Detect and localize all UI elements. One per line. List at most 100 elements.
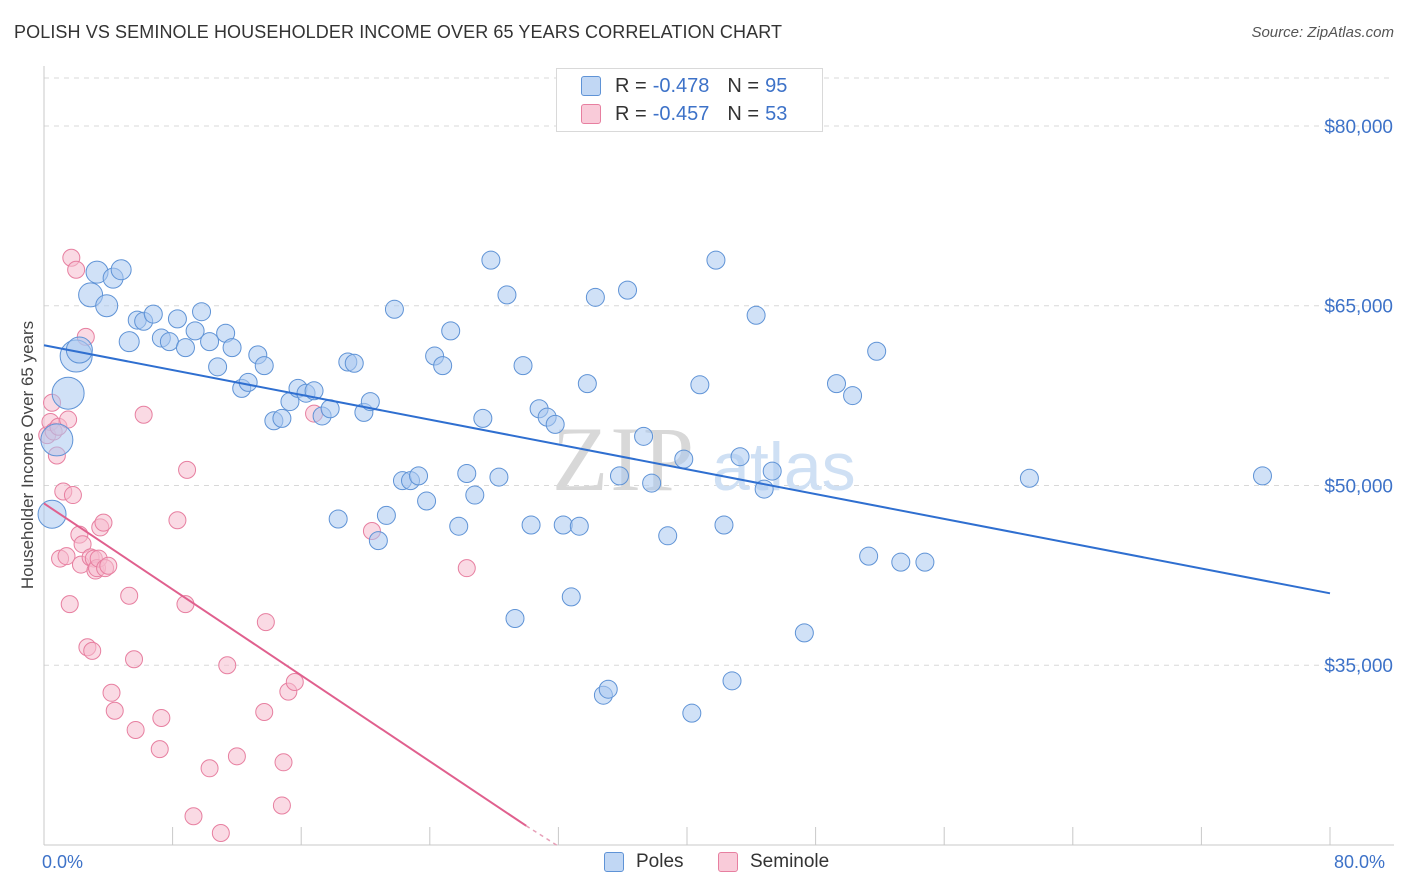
seminole-point [274, 753, 293, 772]
poles-point [384, 299, 404, 319]
seminole-point [67, 260, 86, 279]
poles-point [505, 608, 525, 628]
seminole-point [125, 650, 144, 669]
poles-point [794, 623, 814, 643]
poles-point [344, 353, 364, 373]
x-tick-min: 0.0% [42, 852, 84, 872]
poles-point [867, 341, 887, 361]
poles-point [222, 338, 242, 358]
poles-point [658, 526, 678, 546]
y-tick-label: $35,000 [1324, 656, 1393, 677]
chart-title: POLISH VS SEMINOLE HOUSEHOLDER INCOME OV… [14, 22, 783, 42]
poles-point [95, 294, 119, 318]
seminole-point [134, 405, 153, 424]
poles-points [37, 250, 1272, 723]
poles-point [368, 531, 388, 551]
seminole-point [57, 547, 76, 566]
seminole-point [120, 586, 139, 605]
x-tick-max: 80.0% [1334, 852, 1386, 872]
poles-point [577, 374, 597, 394]
poles-point [409, 466, 429, 486]
y-tick-label: $65,000 [1324, 297, 1393, 318]
legend-row-poles: R = -0.478 N = 95 [557, 73, 787, 99]
poles-point [915, 552, 935, 572]
seminole-point [255, 702, 274, 721]
seminole-point [152, 708, 171, 727]
poles-point [561, 587, 581, 607]
poles-point [51, 376, 85, 410]
bottom-legend-label-poles: Poles [636, 851, 684, 872]
watermark-zip: ZIP [552, 408, 696, 510]
poles-point [521, 515, 541, 535]
poles-point [545, 414, 565, 434]
seminole-point [150, 740, 169, 759]
legend-r-label: R = [615, 102, 647, 125]
poles-point [618, 280, 638, 300]
poles-point [585, 287, 605, 307]
poles-point [118, 331, 140, 353]
poles-point [159, 332, 179, 352]
poles-point [200, 332, 220, 352]
poles-point [642, 473, 662, 493]
poles-point [185, 321, 205, 341]
poles-point [706, 250, 726, 270]
poles-point [569, 516, 589, 536]
seminole-point [256, 613, 275, 632]
seminole-point [285, 673, 304, 692]
y-tick-labels: $35,000 $50,000 $65,000 $80,000 [1324, 117, 1393, 677]
poles-point [465, 485, 485, 505]
poles-point [1252, 466, 1272, 486]
trend-lines [43, 344, 1331, 847]
poles-point [376, 505, 396, 525]
poles-point [167, 309, 187, 329]
watermark: ZIP atlas [552, 408, 856, 510]
seminole-point [73, 535, 92, 554]
poles-point [481, 250, 501, 270]
legend-r-value-poles: -0.478 [652, 74, 710, 97]
seminole-point [94, 513, 113, 532]
seminole-point [272, 796, 291, 815]
poles-point [40, 423, 74, 457]
poles-point [304, 381, 324, 401]
correlation-legend: R = -0.478 N = 95 R = -0.457 N = 53 [556, 68, 823, 132]
seminole-point [457, 559, 476, 578]
poles-point [360, 392, 380, 412]
poles-point [417, 491, 437, 511]
poles-point [598, 679, 618, 699]
poles-point [1019, 468, 1039, 488]
bottom-legend-seminole[interactable]: Seminole [718, 851, 829, 873]
axes [43, 66, 1394, 846]
legend-n-value-seminole: 53 [765, 102, 788, 125]
seminole-point [200, 759, 219, 778]
bottom-legend-poles[interactable]: Poles [604, 851, 684, 873]
poles-point [859, 546, 879, 566]
legend-swatch-seminole [581, 104, 601, 124]
poles-point [714, 515, 734, 535]
seminole-point [102, 683, 121, 702]
bottom-legend-swatch-poles [604, 852, 624, 872]
poles-point [843, 386, 863, 406]
seminole-trend-extension [525, 825, 559, 847]
poles-point [254, 356, 274, 376]
poles-point [891, 552, 911, 572]
seminole-point [99, 556, 118, 575]
legend-r-label: R = [615, 74, 647, 97]
seminole-point [60, 595, 79, 614]
legend-swatch-poles [581, 76, 601, 96]
poles-point [328, 509, 348, 529]
seminole-point [168, 511, 187, 530]
poles-point [746, 305, 766, 325]
poles-point [175, 338, 195, 358]
legend-r-value-seminole: -0.457 [652, 102, 710, 125]
poles-point [110, 259, 132, 281]
seminole-point [83, 641, 102, 660]
poles-point [497, 285, 517, 305]
poles-point [449, 516, 469, 536]
bottom-legend-label-seminole: Seminole [750, 851, 830, 872]
seminole-point [184, 807, 203, 826]
poles-point [37, 499, 67, 529]
poles-point [457, 463, 477, 483]
seminole-point [126, 720, 145, 739]
poles-point [682, 703, 702, 723]
